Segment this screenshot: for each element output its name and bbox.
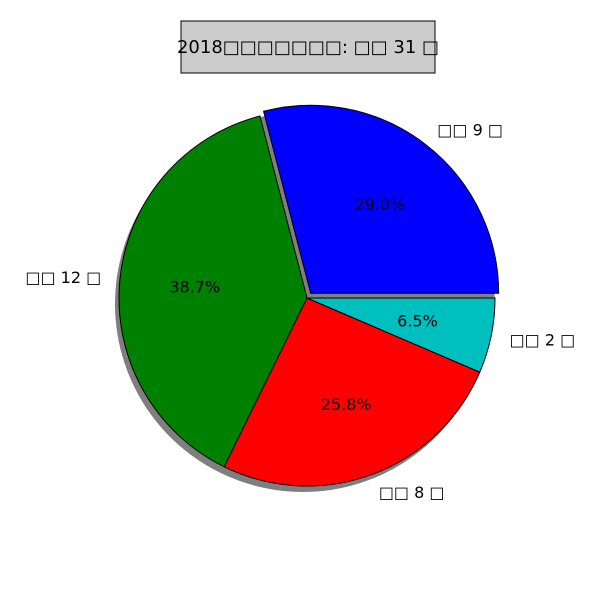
pie-slice-label: □□ 8 □	[379, 483, 445, 502]
pie-slice	[306, 297, 496, 373]
pie-slice-label: □□ 2 □	[510, 331, 576, 350]
pie-slice	[262, 104, 500, 294]
pie-slice	[118, 115, 308, 468]
pie-slices	[118, 104, 500, 487]
pie-slice-label: □□ 12 □	[25, 268, 101, 287]
pie-percent-label: 6.5%	[397, 312, 438, 331]
pie-percent-label: 38.7%	[169, 278, 220, 297]
chart-title: 2018□□□□□□□: □□ 31 □	[177, 37, 439, 58]
title-box	[180, 20, 436, 74]
pie-percent-label: 25.8%	[321, 395, 372, 414]
pie-labels: 29.0% □□ 9 □ 38.7% □□ 12 □ 25.8% □□ 8 □ 6.5% □□…	[25, 121, 575, 502]
pie-percent-label: 29.0%	[354, 195, 405, 214]
pie-slice-label: □□ 9 □	[437, 121, 503, 140]
